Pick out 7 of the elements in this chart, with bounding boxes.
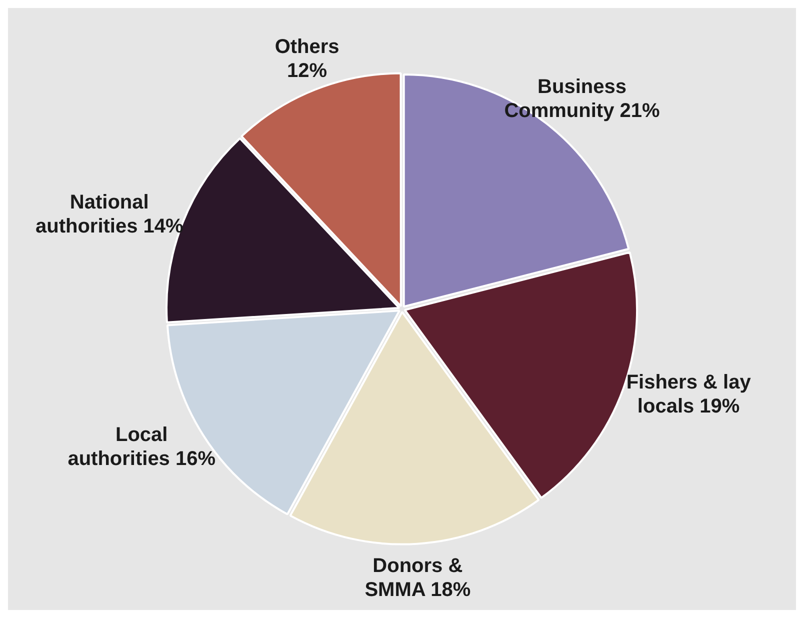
slice-label: National authorities 14% xyxy=(35,192,184,238)
data-label: 12% xyxy=(287,60,328,82)
slice-label: Local authorities 16% xyxy=(68,424,216,470)
slice-label: Fishers & lay locals 19% xyxy=(626,372,752,418)
slice-label: Others xyxy=(274,36,340,58)
slice-label: Donors & SMMA 18% xyxy=(364,554,471,601)
slice-label: Business Community 21% xyxy=(504,76,660,122)
